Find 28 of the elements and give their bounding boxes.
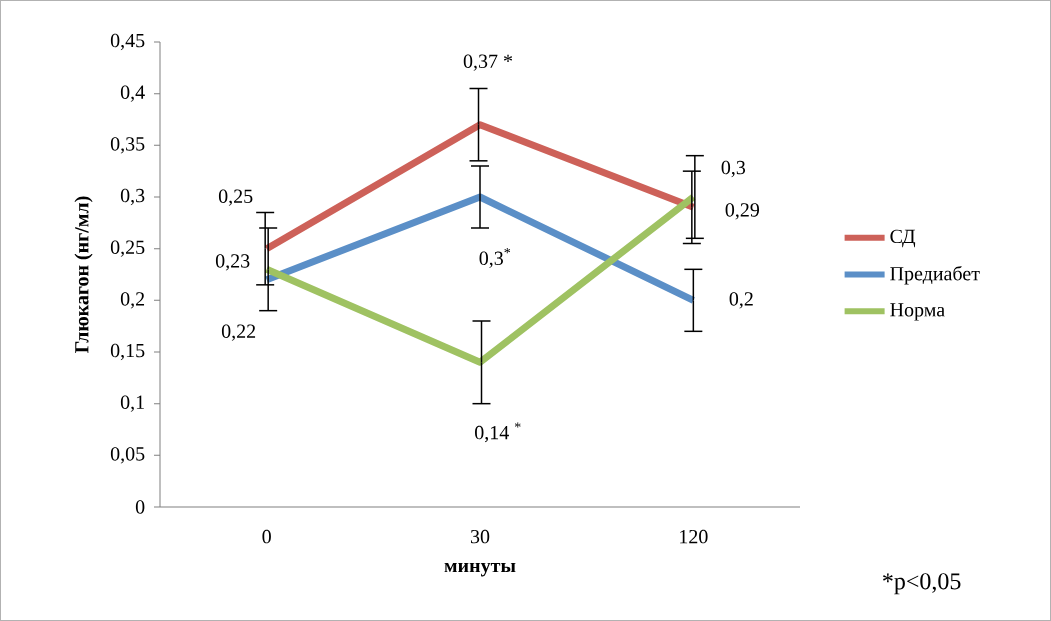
y-tick-label: 0 (135, 500, 145, 514)
x-tick-label: 30 (470, 529, 490, 544)
data-label: 0,37 * (463, 54, 513, 71)
y-tick-label: 0,3 (120, 188, 145, 206)
legend-label: Предиабет (890, 265, 980, 285)
legend-label: Норма (890, 303, 945, 321)
text: *p<0,05 (883, 573, 961, 595)
x-axis-title: минуты (444, 562, 516, 577)
y-tick-label: 0,45 (110, 33, 145, 51)
x-tick-label: 120 (680, 529, 708, 544)
data-label: 0,3$^{*}$ (479, 248, 511, 268)
data-label: 0,29 (725, 203, 760, 220)
y-tick-label: 0,2 (120, 292, 145, 309)
legend-label: СД (890, 229, 916, 248)
data-label: 0,2 (729, 292, 753, 309)
y-tick-label: 0,4 (120, 85, 145, 102)
data-label: 0,25 (218, 189, 253, 206)
data-label: 0,23 (215, 254, 250, 271)
data-label: 0,14 $^{*}$ (475, 422, 521, 443)
y-tick-label: 0,15 (110, 343, 145, 361)
x-tick-label: 0 (262, 529, 271, 544)
y-tick-label: 0,35 (110, 137, 145, 154)
y-tick-label: 0,25 (110, 240, 145, 257)
data-label: 0,3 (721, 160, 746, 178)
y-tick-label: 0,1 (120, 395, 144, 412)
data-label: 0,22 (221, 324, 256, 341)
y-tick-label: 0,05 (110, 447, 145, 464)
y-axis-title: Глюкагон (нг/мл) (74, 196, 93, 353)
